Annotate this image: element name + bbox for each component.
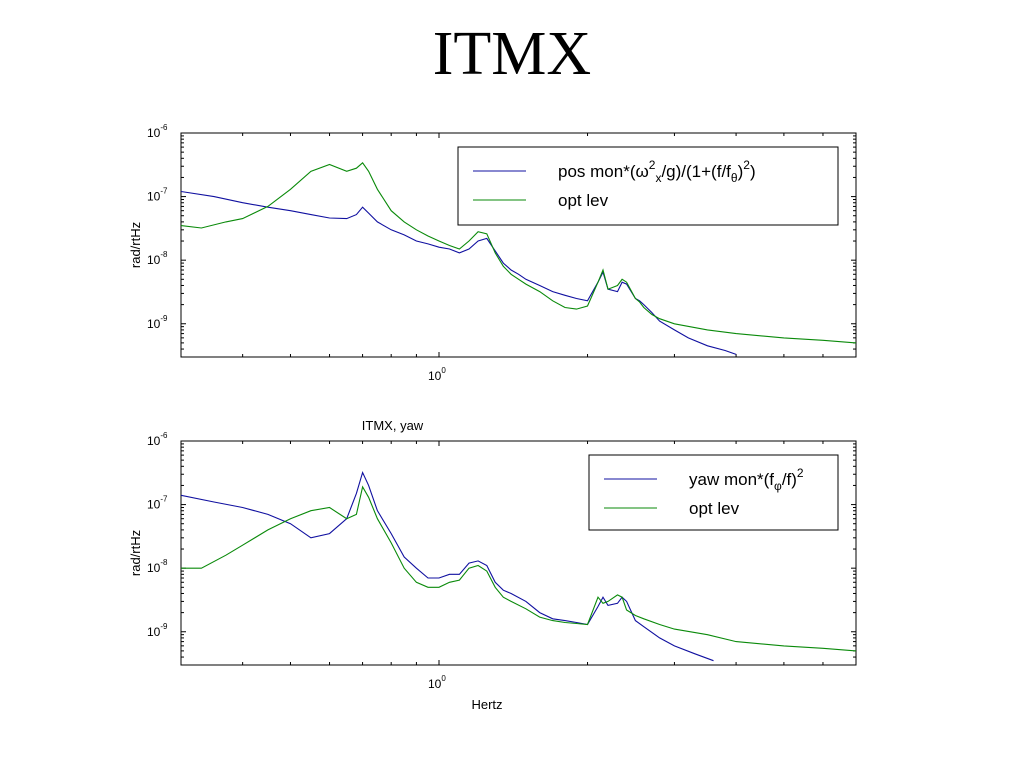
y-tick-exponent: -8 (160, 558, 168, 567)
legend-subscript: φ (774, 479, 782, 493)
y-tick-base: 10 (147, 126, 161, 140)
y-axis-label: rad/rtHz (128, 222, 143, 268)
legend-label: opt lev (689, 499, 740, 518)
y-axis-label: rad/rtHz (128, 530, 143, 576)
series-group (181, 470, 856, 662)
legend-subscript: x (655, 171, 661, 185)
y-tick-base: 10 (147, 190, 161, 204)
y-tick-label: 10-6 (147, 431, 168, 448)
y-tick-label: 10-9 (147, 622, 168, 639)
y-tick-label: 10-8 (147, 558, 168, 575)
y-tick-exponent: -6 (160, 123, 168, 132)
y-tick-exponent: -8 (160, 250, 168, 259)
series-line-blue (181, 190, 737, 355)
legend-label: pos mon*(ω2x/g)/(1+(f/fθ)2) (558, 158, 756, 185)
legend-superscript: 2 (649, 158, 656, 172)
legend-text-part: pos mon*(ω (558, 162, 649, 181)
legend-text-part: ) (738, 162, 744, 181)
legend-box (457, 146, 839, 226)
legend-box (588, 454, 839, 531)
series-line-green (181, 161, 856, 344)
x-tick-exponent: 0 (441, 366, 446, 375)
y-tick-label: 10-7 (147, 495, 168, 512)
y-tick-base: 10 (147, 561, 161, 575)
y-tick-label: 10-8 (147, 250, 168, 267)
series-line-green (181, 485, 856, 652)
chart-title: ITMX, yaw (362, 418, 424, 433)
x-tick-label: 100 (428, 366, 446, 383)
y-tick-base: 10 (147, 434, 161, 448)
y-tick-exponent: -7 (160, 187, 168, 196)
legend-subscript: θ (731, 171, 738, 185)
series-group (181, 161, 856, 355)
legend-superscript: 2 (743, 158, 750, 172)
legend-label: opt lev (558, 191, 609, 210)
x-axis-label: Hertz (471, 697, 502, 712)
y-tick-base: 10 (147, 317, 161, 331)
y-tick-label: 10-6 (147, 123, 168, 140)
y-tick-exponent: -7 (160, 495, 168, 504)
y-tick-exponent: -9 (160, 622, 168, 631)
y-tick-base: 10 (147, 498, 161, 512)
legend-text-part: /g)/(1+(f/f (661, 162, 731, 181)
x-tick-base: 10 (428, 677, 442, 691)
legend-superscript: 2 (797, 466, 804, 480)
slide-title: ITMX (432, 20, 592, 88)
legend-label: yaw mon*(fφ/f)2 (689, 466, 804, 493)
legend-text-part: yaw mon*(f (689, 470, 774, 489)
x-tick-exponent: 0 (441, 674, 446, 683)
y-tick-exponent: -6 (160, 431, 168, 440)
y-tick-exponent: -9 (160, 314, 168, 323)
x-tick-base: 10 (428, 369, 442, 383)
legend-text-part: /f) (782, 470, 797, 489)
legend-text-part: ) (750, 162, 756, 181)
y-tick-base: 10 (147, 253, 161, 267)
y-tick-base: 10 (147, 625, 161, 639)
y-tick-label: 10-9 (147, 314, 168, 331)
x-tick-label: 100 (428, 674, 446, 691)
y-tick-label: 10-7 (147, 187, 168, 204)
